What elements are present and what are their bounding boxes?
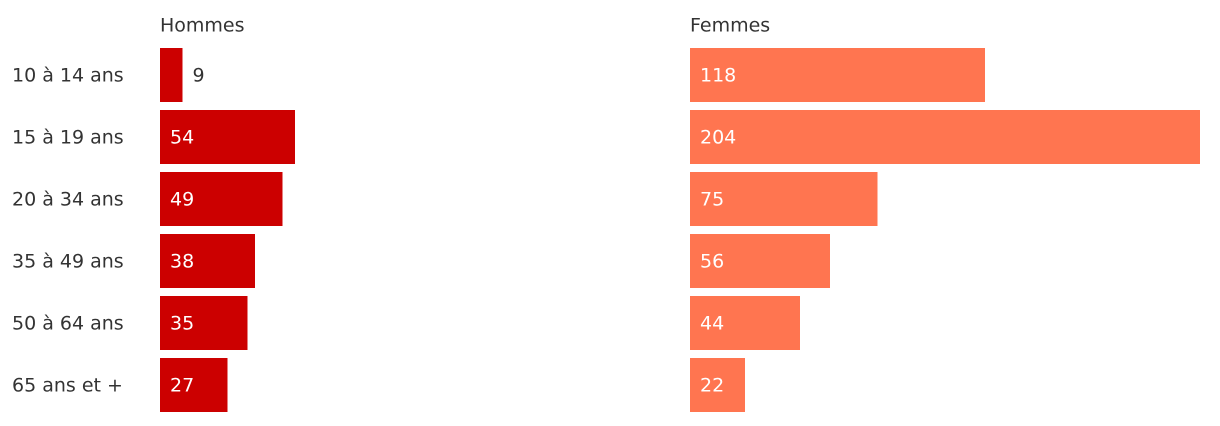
value-label: 27 — [170, 375, 194, 397]
value-label: 204 — [700, 127, 736, 149]
bar — [690, 172, 878, 226]
category-label: 65 ans et + — [12, 375, 123, 397]
category-label: 10 à 14 ans — [12, 65, 124, 87]
value-label: 44 — [700, 313, 724, 335]
value-label: 118 — [700, 65, 736, 87]
value-label: 22 — [700, 375, 724, 397]
bar — [690, 110, 1200, 164]
bar — [690, 234, 830, 288]
bar — [160, 358, 228, 412]
bar — [160, 48, 183, 102]
value-label: 56 — [700, 251, 724, 273]
bar — [690, 358, 745, 412]
bar — [160, 172, 283, 226]
category-label: 20 à 34 ans — [12, 189, 124, 211]
panel-title: Femmes — [690, 15, 770, 37]
value-label: 35 — [170, 313, 194, 335]
category-label: 50 à 64 ans — [12, 313, 124, 335]
value-label: 38 — [170, 251, 194, 273]
value-label: 54 — [170, 127, 194, 149]
category-label: 15 à 19 ans — [12, 127, 124, 149]
bar — [160, 296, 248, 350]
bar — [690, 48, 985, 102]
bar — [690, 296, 800, 350]
value-label: 75 — [700, 189, 724, 211]
panel-title: Hommes — [160, 15, 245, 37]
value-label: 9 — [193, 65, 205, 87]
category-label: 35 à 49 ans — [12, 251, 124, 273]
value-label: 49 — [170, 189, 194, 211]
bar — [160, 110, 295, 164]
bar — [160, 234, 255, 288]
